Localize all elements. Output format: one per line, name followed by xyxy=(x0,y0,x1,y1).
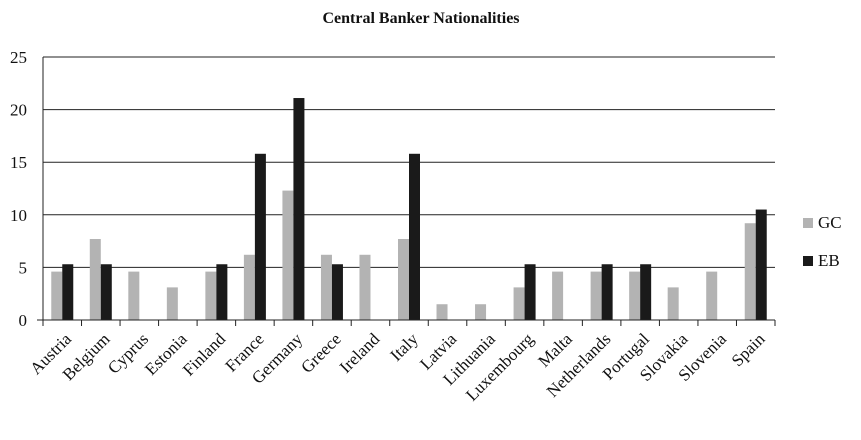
bar-GC-Latvia xyxy=(436,304,448,320)
x-tick-label: Ireland xyxy=(336,329,384,377)
y-tick-label: 25 xyxy=(10,48,27,67)
bar-GC-Portugal xyxy=(629,271,641,320)
bar-GC-Malta xyxy=(552,271,564,320)
legend-swatch-GC xyxy=(803,218,813,228)
axes xyxy=(37,57,776,326)
x-tick-label: Greece xyxy=(297,329,344,376)
x-tick-label: Finland xyxy=(179,329,230,380)
bar-GC-Belgium xyxy=(89,238,101,320)
bar-EB-Netherlands xyxy=(601,264,613,320)
x-tick-labels: AustriaBelgiumCyprusEstoniaFinlandFrance… xyxy=(26,329,769,405)
y-tick-label: 15 xyxy=(10,153,27,172)
bar-EB-Germany xyxy=(293,98,305,320)
legend-swatch-EB xyxy=(803,256,813,266)
bar-GC-Estonia xyxy=(166,287,178,320)
legend-label-EB: EB xyxy=(818,251,840,270)
y-tick-label: 10 xyxy=(10,206,27,225)
bar-GC-Cyprus xyxy=(128,271,140,320)
bar-GC-Lithuania xyxy=(475,304,487,320)
y-tick-label: 20 xyxy=(10,101,27,120)
bar-EB-Greece xyxy=(331,264,343,320)
bars xyxy=(51,98,767,320)
bar-EB-Italy xyxy=(409,153,420,320)
bar-GC-Netherlands xyxy=(590,271,602,320)
bar-EB-Finland xyxy=(216,264,228,320)
y-tick-label: 0 xyxy=(19,311,28,330)
bar-EB-Austria xyxy=(62,264,74,320)
bar-GC-Slovenia xyxy=(706,271,718,320)
bar-EB-Spain xyxy=(755,209,767,320)
bar-GC-Slovakia xyxy=(667,287,679,320)
bar-GC-Greece xyxy=(320,254,332,320)
bar-GC-Italy xyxy=(398,238,409,320)
bar-GC-Germany xyxy=(282,190,294,320)
bar-EB-Portugal xyxy=(640,264,652,320)
chart-title: Central Banker Nationalities xyxy=(322,10,519,27)
y-tick-label: 5 xyxy=(19,258,28,277)
bar-EB-Luxembourg xyxy=(524,264,536,320)
bar-GC-Finland xyxy=(205,271,217,320)
bar-GC-Ireland xyxy=(359,254,371,320)
legend: GC EB xyxy=(803,213,842,270)
bar-GC-Luxembourg xyxy=(513,287,525,320)
bar-GC-Austria xyxy=(51,271,63,320)
bar-GC-France xyxy=(243,254,255,320)
legend-label-GC: GC xyxy=(818,213,842,232)
y-tick-labels: 0 5 10 15 20 25 xyxy=(10,48,27,330)
bar-GC-Spain xyxy=(744,223,756,320)
bar-EB-France xyxy=(254,153,266,320)
x-tick-label: Spain xyxy=(728,329,769,370)
bar-EB-Belgium xyxy=(100,264,112,320)
